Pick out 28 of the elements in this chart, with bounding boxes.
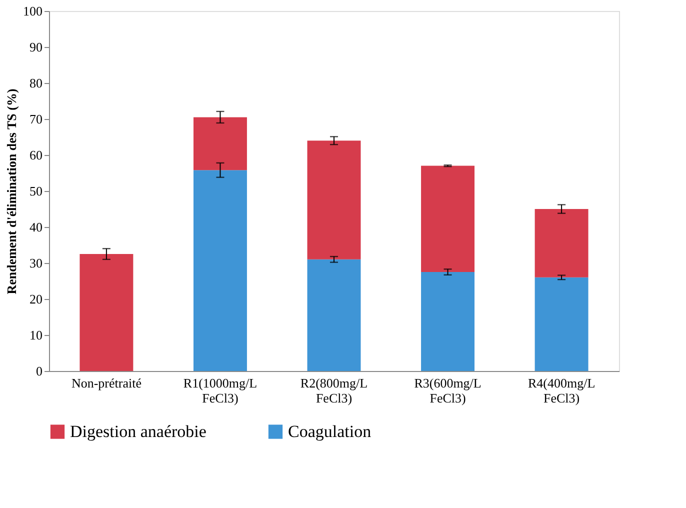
legend-label: Coagulation — [288, 422, 372, 441]
bar — [534, 277, 588, 371]
x-tick-label: Non-prétraité — [71, 376, 142, 390]
y-tick-label: 60 — [30, 148, 42, 162]
bar — [421, 272, 475, 371]
y-tick-label: 0 — [36, 364, 42, 378]
bar — [534, 209, 588, 278]
bar — [193, 117, 247, 170]
y-tick-label: 70 — [30, 112, 42, 126]
x-tick-label: R1(1000mg/L FeCl3) — [183, 376, 258, 406]
y-tick-label: 10 — [30, 328, 42, 342]
y-tick-label: 40 — [30, 220, 42, 234]
x-tick-label: R2(800mg/L FeCl3) — [300, 376, 368, 406]
x-tick-label: R3(600mg/L FeCl3) — [414, 376, 482, 406]
bar — [307, 259, 361, 371]
legend-label: Digestion anaérobie — [70, 422, 206, 441]
bar — [421, 166, 475, 272]
y-axis-title: Rendement d'élimination des TS (%) — [4, 88, 19, 294]
x-tick-label: R4(400mg/L FeCl3) — [528, 376, 596, 406]
bar — [80, 254, 134, 371]
y-tick-label: 20 — [30, 292, 42, 306]
y-tick-label: 30 — [30, 256, 42, 270]
bar — [193, 170, 247, 371]
bar — [307, 140, 361, 260]
y-tick-label: 50 — [30, 184, 42, 198]
y-tick-label: 90 — [30, 40, 42, 54]
y-tick-label: 80 — [30, 76, 42, 90]
y-tick-label: 100 — [23, 4, 42, 18]
